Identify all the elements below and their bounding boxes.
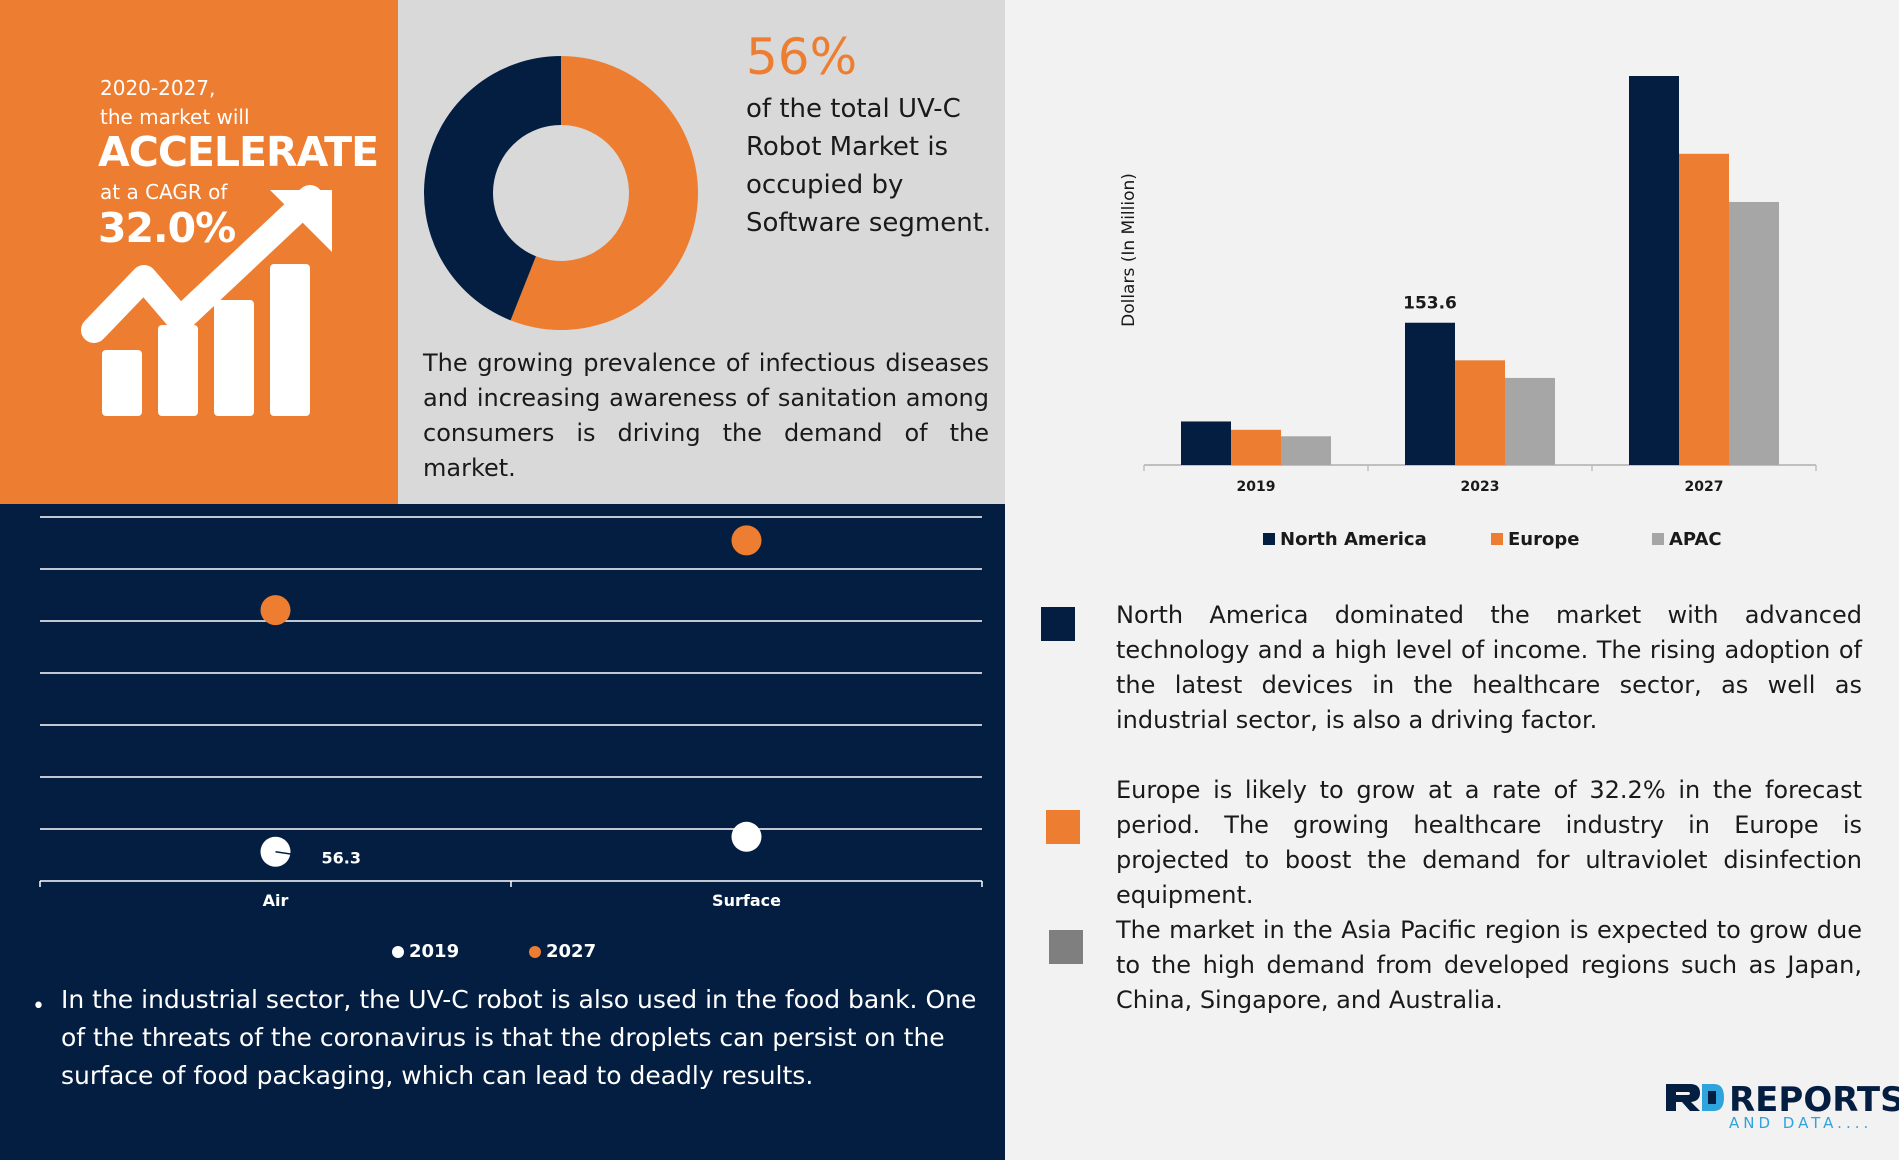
cagr-period: 2020-2027, — [100, 76, 216, 100]
legend-swatch-apac — [1652, 533, 1664, 545]
legend-swatch-north-america — [1263, 533, 1275, 545]
bar-north-america-2019 — [1181, 421, 1231, 465]
cagr-panel — [0, 0, 398, 504]
bar-europe-2027 — [1679, 153, 1729, 466]
donut-slice-software — [510, 56, 699, 330]
europe-marker — [1046, 810, 1080, 844]
bar-data-label: 153.6 — [1403, 294, 1457, 314]
reports-and-data-logo-icon — [1666, 1084, 1724, 1111]
market-driver-text: The growing prevalence of infectious dis… — [423, 349, 989, 482]
growth-arrow-icon — [81, 185, 332, 416]
legend-2019: 2019 — [409, 941, 460, 962]
bar-europe-2023 — [1455, 360, 1505, 465]
regional-panel — [1005, 0, 1899, 1160]
north-america-marker — [1041, 607, 1075, 641]
legend-swatch-europe — [1491, 533, 1503, 545]
dot-data-label: 56.3 — [322, 849, 361, 868]
legend-swatch-2019 — [392, 946, 404, 958]
cagr-value: 32.0% — [98, 204, 236, 252]
bar-europe-2019 — [1231, 429, 1281, 465]
regional-bar-chart: 2019 2023 2027 153.6 Dollars (In Million) — [1119, 76, 1817, 495]
cagr-headline: ACCELERATE — [98, 128, 379, 176]
legend-2027: 2027 — [546, 941, 597, 962]
cagr-intro: the market will — [100, 105, 250, 129]
cagr-label: at a CAGR of — [100, 180, 228, 204]
bar-apac-2019 — [1281, 436, 1331, 465]
legend-swatch-2027 — [529, 946, 541, 958]
dot-2027-air — [260, 595, 291, 626]
bar-category-label: 2019 — [1237, 479, 1276, 495]
bullet-dot-icon: • — [32, 994, 45, 1019]
software-share-donut — [424, 56, 699, 330]
software-share-description: of the total UV-C Robot Market is occupi… — [746, 94, 992, 238]
bar-north-america-2023 — [1405, 322, 1455, 465]
software-share-percent: 56% — [746, 28, 858, 86]
dot-2027-surface — [731, 525, 762, 556]
bar-category-label: 2027 — [1685, 479, 1724, 495]
application-dot-chart: Air Surface 56.3 — [39, 516, 983, 910]
bar-category-label: 2023 — [1461, 479, 1500, 495]
bar-north-america-2027 — [1629, 76, 1679, 465]
bar-y-axis-label: Dollars (In Million) — [1119, 173, 1139, 327]
logo-subtitle: AND DATA.... — [1729, 1114, 1873, 1132]
dot-category-label: Air — [263, 891, 289, 910]
legend-north-america: North America — [1280, 529, 1427, 550]
apac-marker — [1049, 930, 1083, 964]
dot-2019-surface — [731, 821, 762, 852]
dot-category-label: Surface — [712, 891, 781, 910]
bar-apac-2027 — [1729, 201, 1779, 465]
apac-note: The market in the Asia Pacific region is… — [1116, 916, 1862, 1014]
bar-apac-2023 — [1505, 377, 1555, 465]
donut-slice-other — [424, 56, 561, 321]
application-panel — [0, 504, 1005, 1160]
legend-europe: Europe — [1508, 529, 1580, 550]
north-america-note: North America dominated the market with … — [1116, 601, 1862, 734]
dot-label-leader — [275, 850, 316, 859]
industrial-note: In the industrial sector, the UV-C robot… — [61, 985, 977, 1090]
logo-wordmark: REPORTS — [1729, 1080, 1899, 1120]
legend-apac: APAC — [1669, 529, 1722, 550]
europe-note: Europe is likely to grow at a rate of 32… — [1116, 776, 1862, 909]
